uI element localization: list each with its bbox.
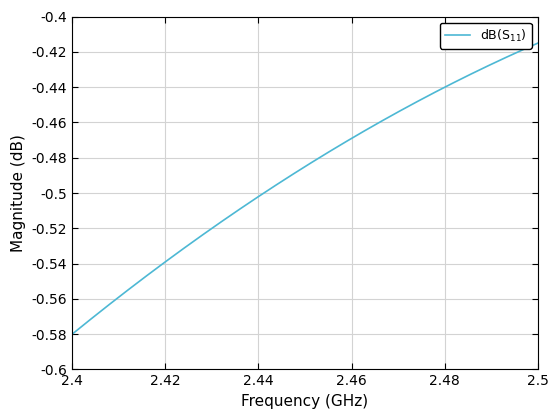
Legend: dB(S$_{11}$): dB(S$_{11}$) bbox=[440, 23, 531, 49]
X-axis label: Frequency (GHz): Frequency (GHz) bbox=[241, 394, 368, 409]
Y-axis label: Magnitude (dB): Magnitude (dB) bbox=[11, 134, 26, 252]
